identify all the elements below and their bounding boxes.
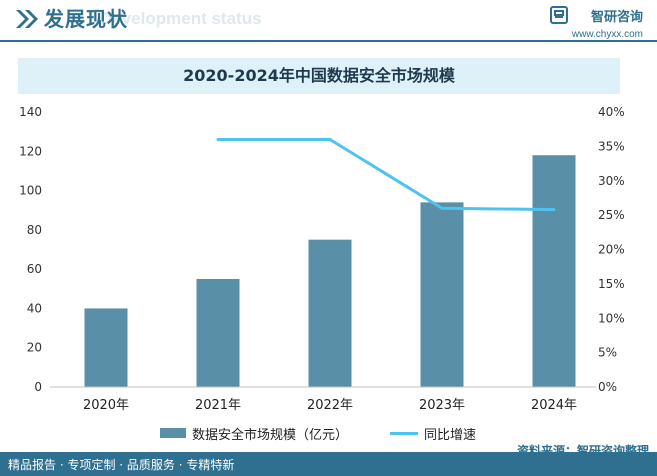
footer-text: 精品报告 · 专项定制 · 品质服务 · 专精特新 <box>8 458 235 472</box>
y2-tick-label: 10% <box>598 311 625 325</box>
brand-logo-icon <box>549 6 568 24</box>
line-series <box>216 138 556 212</box>
y2-tick-label: 0% <box>598 380 617 394</box>
y-tick-label: 140 <box>19 105 42 119</box>
y-tick-label: 20 <box>27 341 42 355</box>
x-tick-label: 2023年 <box>419 398 465 413</box>
y2-tick-label: 5% <box>598 346 617 360</box>
header-divider <box>0 40 657 42</box>
bar-series <box>84 155 576 387</box>
header: Development status 发展现状 智研咨询 www.chyxx.c… <box>0 0 657 40</box>
bar <box>308 239 352 387</box>
x-tick-label: 2021年 <box>195 398 241 413</box>
chart-title: 2020-2024年中国数据安全市场规模 <box>18 58 620 94</box>
y2-tick-label: 25% <box>598 208 625 222</box>
x-tick-label: 2022年 <box>307 398 353 413</box>
y2-tick-label: 30% <box>598 174 625 188</box>
y-tick-label: 60 <box>27 262 42 276</box>
y2-tick-label: 20% <box>598 243 625 257</box>
y2-tick-label: 15% <box>598 277 625 291</box>
footer: 精品报告 · 专项定制 · 品质服务 · 专精特新 <box>0 452 657 476</box>
y-tick-label: 100 <box>19 184 42 198</box>
x-axis: 2020年 2021年 2022年 2023年 2024年 <box>83 398 577 413</box>
line-point <box>328 138 332 141</box>
line-point <box>440 206 444 210</box>
y-tick-label: 120 <box>19 144 42 158</box>
x-tick-label: 2024年 <box>531 398 577 413</box>
bar <box>420 202 464 387</box>
legend-line-label: 同比增速 <box>424 428 477 443</box>
brand: 智研咨询 www.chyxx.com <box>549 6 643 40</box>
bar <box>84 308 128 387</box>
y-tick-label: 40 <box>27 301 42 315</box>
y-tick-label: 0 <box>34 380 42 394</box>
x-tick-label: 2020年 <box>83 398 129 413</box>
right-axis: 0% 5% 10% 15% 20% 25% 30% 35% 40% <box>598 105 625 394</box>
legend-line-swatch <box>390 432 418 435</box>
brand-url: www.chyxx.com <box>571 29 643 40</box>
brand-name: 智研咨询 <box>590 10 643 25</box>
bar <box>532 155 576 387</box>
header-title: 发展现状 <box>44 7 128 31</box>
chart: 0 20 40 60 80 100 120 140 0% 5% 10% 15% 20% 25% 30% 35… <box>19 105 625 413</box>
header-subtitle: Development status <box>100 9 262 28</box>
bar <box>196 278 240 387</box>
legend-bar-label: 数据安全市场规模（亿元） <box>192 428 349 443</box>
y-tick-label: 80 <box>27 223 42 237</box>
growth-line <box>218 138 555 212</box>
legend-bar-swatch <box>160 428 186 438</box>
y2-tick-label: 35% <box>598 139 625 153</box>
line-point <box>552 208 556 212</box>
double-chevron-icon <box>16 10 38 28</box>
line-point <box>216 138 220 141</box>
left-axis: 0 20 40 60 80 100 120 140 <box>19 105 42 394</box>
y2-tick-label: 40% <box>598 105 625 119</box>
